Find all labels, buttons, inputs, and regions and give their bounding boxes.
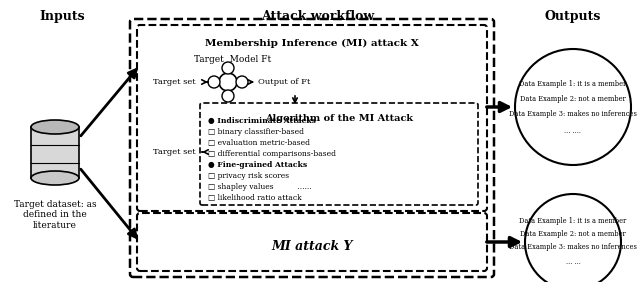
- Ellipse shape: [31, 120, 79, 134]
- Text: Data Example 2: not a member: Data Example 2: not a member: [520, 230, 626, 238]
- Text: □ differential comparisons-based: □ differential comparisons-based: [208, 150, 336, 158]
- Text: Output of Ft: Output of Ft: [258, 78, 310, 86]
- Text: Algorithm of the MI Attack: Algorithm of the MI Attack: [265, 114, 413, 123]
- Ellipse shape: [31, 171, 79, 185]
- Circle shape: [525, 194, 621, 282]
- Text: □ binary classifier-based: □ binary classifier-based: [208, 128, 304, 136]
- Text: Data Example 3: makes no inferences: Data Example 3: makes no inferences: [509, 243, 637, 251]
- Text: Attack workflow: Attack workflow: [261, 10, 374, 23]
- Text: Target  Model Ft: Target Model Ft: [195, 55, 271, 64]
- Circle shape: [515, 49, 631, 165]
- Text: ... ...: ... ...: [566, 258, 580, 266]
- Text: □ evaluation metric-based: □ evaluation metric-based: [208, 139, 310, 147]
- Polygon shape: [31, 127, 79, 178]
- Text: Data Example 1: it is a member: Data Example 1: it is a member: [520, 80, 627, 88]
- Text: ● Indiscriminate Attacks: ● Indiscriminate Attacks: [208, 117, 316, 125]
- Text: Membership Inference (MI) attack X: Membership Inference (MI) attack X: [205, 39, 419, 48]
- Text: □ privacy risk scores: □ privacy risk scores: [208, 172, 289, 180]
- Text: Target set: Target set: [153, 78, 196, 86]
- FancyBboxPatch shape: [137, 25, 487, 211]
- Text: Inputs: Inputs: [39, 10, 85, 23]
- FancyBboxPatch shape: [137, 213, 487, 271]
- Circle shape: [219, 73, 237, 91]
- Text: Target set: Target set: [153, 148, 196, 156]
- Text: Outputs: Outputs: [545, 10, 601, 23]
- FancyBboxPatch shape: [130, 19, 494, 277]
- Circle shape: [208, 76, 220, 88]
- Text: MI attack Y: MI attack Y: [271, 239, 353, 252]
- Circle shape: [236, 76, 248, 88]
- Text: ● Fine-grained Attacks: ● Fine-grained Attacks: [208, 161, 307, 169]
- Text: Data Example 3: makes no inferences: Data Example 3: makes no inferences: [509, 110, 637, 118]
- Text: Data Example 2: not a member: Data Example 2: not a member: [520, 95, 626, 103]
- Text: □ shapley values          ......: □ shapley values ......: [208, 183, 312, 191]
- Circle shape: [222, 62, 234, 74]
- Circle shape: [222, 90, 234, 102]
- Text: Data Example 1: it is a member: Data Example 1: it is a member: [520, 217, 627, 225]
- Text: ... ....: ... ....: [564, 127, 582, 135]
- Text: □ likelihood ratio attack: □ likelihood ratio attack: [208, 194, 301, 202]
- FancyBboxPatch shape: [200, 103, 478, 205]
- Text: Target dataset: as
defined in the
literature: Target dataset: as defined in the litera…: [13, 200, 96, 230]
